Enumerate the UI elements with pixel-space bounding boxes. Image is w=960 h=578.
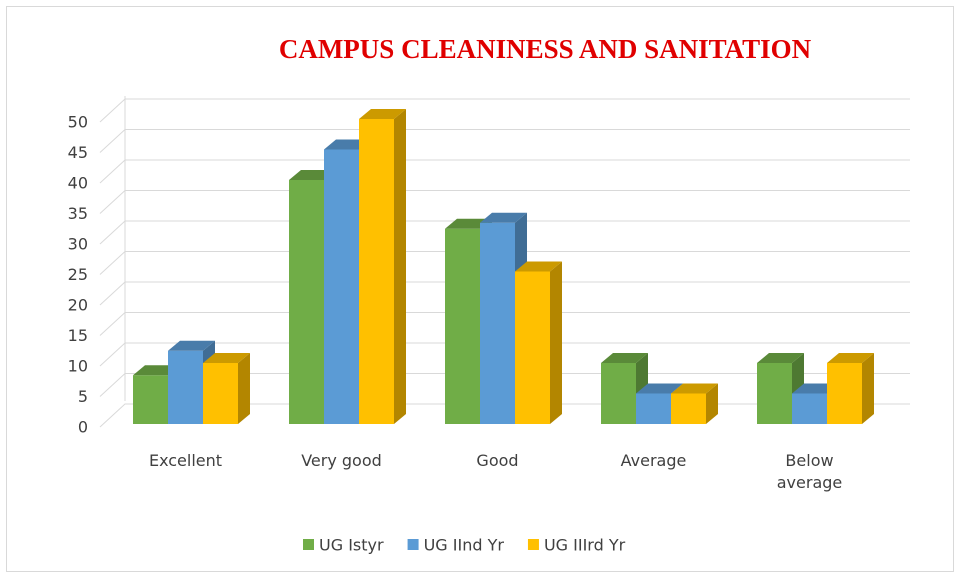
y-tick-label: 5 (78, 387, 88, 406)
bar-face (289, 180, 324, 424)
bar-face (601, 353, 648, 363)
y-tick-label: 25 (68, 265, 88, 284)
bar-face (671, 383, 718, 394)
bar-face (636, 393, 671, 424)
x-tick-label: Average (620, 451, 687, 470)
bar (671, 383, 718, 424)
bar-face (515, 271, 550, 424)
y-tick-label: 15 (68, 326, 88, 345)
bar-face (862, 353, 874, 424)
bar-face (601, 363, 636, 424)
grid-line (99, 220, 910, 245)
legend-swatch (407, 539, 419, 550)
x-tick-label: Very good (301, 451, 382, 470)
bar-face (480, 212, 527, 223)
bar-face (203, 353, 250, 363)
grid-line (99, 342, 910, 367)
grid-line (99, 159, 910, 184)
bar-face (168, 340, 215, 351)
bar (359, 109, 406, 424)
grid-line (99, 129, 910, 153)
grid-line (99, 373, 910, 397)
y-tick-label: 40 (68, 174, 88, 193)
y-tick-label: 35 (68, 204, 88, 223)
bar-face (168, 350, 203, 424)
grid-line (99, 251, 910, 275)
legend-swatch (527, 539, 539, 550)
legend-label: UG IInd Yr (424, 536, 505, 555)
bar-face (515, 261, 562, 272)
bar-face (359, 109, 406, 119)
chart-title: CAMPUS CLEANINESS AND SANITATION (279, 34, 812, 64)
bar-face (757, 353, 804, 363)
bar-face (394, 109, 406, 424)
bar-face (827, 353, 874, 363)
bar-face (706, 383, 718, 424)
y-tick-label: 0 (78, 418, 88, 437)
y-tick-label: 10 (68, 357, 88, 376)
bar-face (133, 375, 168, 424)
bar-face (480, 222, 515, 424)
legend-label: UG IIIrd Yr (544, 536, 626, 555)
bar-face (757, 363, 792, 424)
y-tick-label: 50 (68, 113, 88, 132)
legend-label: UG Istyr (319, 536, 384, 555)
bar-face (324, 149, 359, 424)
grid-line (99, 281, 910, 306)
bar-face (445, 228, 480, 424)
bar-face (550, 261, 562, 424)
grid-line (99, 190, 910, 214)
bar (515, 261, 562, 424)
legend-swatch (303, 539, 314, 550)
bar (203, 353, 250, 424)
bar-face (671, 393, 706, 424)
bar (827, 353, 874, 424)
y-tick-label: 30 (68, 235, 88, 254)
bar-face (792, 393, 827, 424)
y-tick-label: 20 (68, 296, 88, 315)
y-tick-label: 45 (68, 143, 88, 162)
x-tick-label: Below average (776, 451, 843, 492)
x-tick-label: Good (476, 451, 519, 470)
bar-face (359, 119, 394, 424)
bar-face (238, 353, 250, 424)
grid-line (99, 98, 910, 123)
x-tick-label: Excellent (148, 451, 223, 470)
bar-face (636, 383, 683, 394)
bar-face (203, 363, 238, 424)
grid-line (99, 312, 910, 336)
bar-face (827, 363, 862, 424)
